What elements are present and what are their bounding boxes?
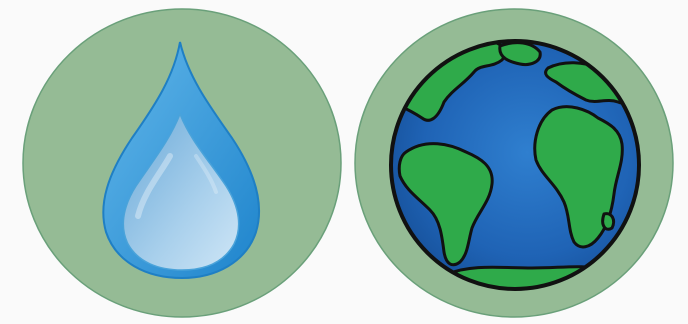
water-badge bbox=[20, 6, 344, 320]
earth-badge bbox=[352, 6, 676, 320]
earth-globe-icon bbox=[354, 8, 674, 318]
globe-outline bbox=[389, 39, 641, 291]
water-drop-icon bbox=[22, 8, 342, 318]
drop-highlight bbox=[135, 153, 173, 219]
drop-inner bbox=[122, 111, 240, 271]
